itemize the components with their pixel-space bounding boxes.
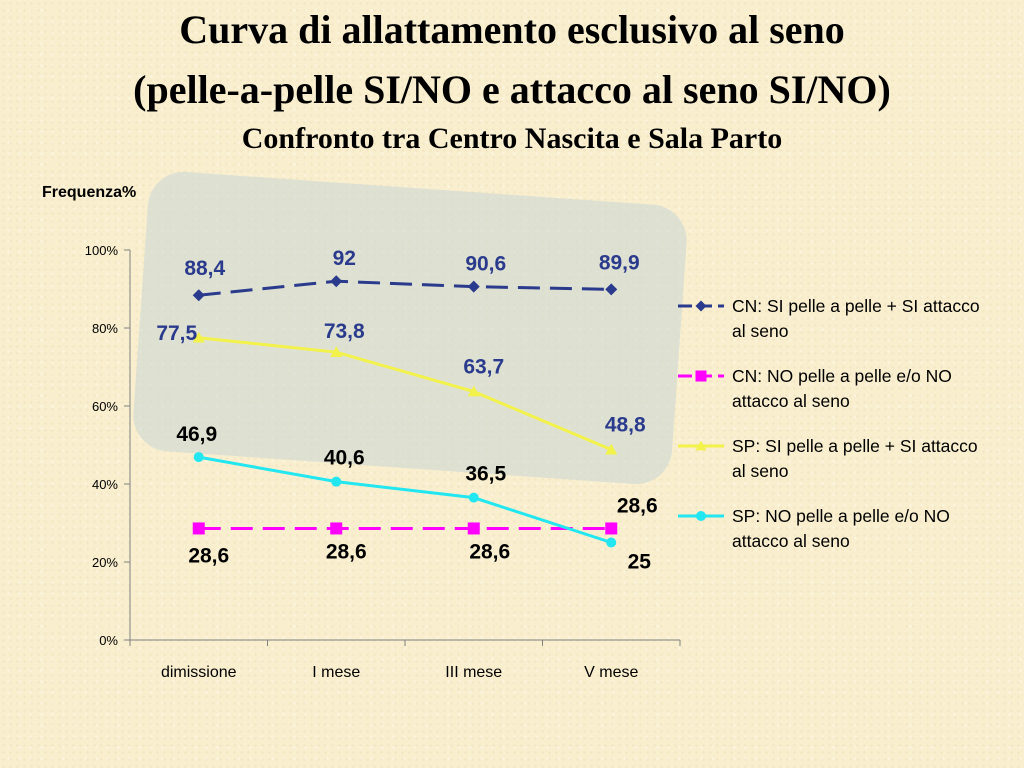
data-point bbox=[193, 452, 204, 463]
legend-item: SP: SI pelle a pelle + SI attacco al sen… bbox=[676, 434, 986, 484]
series-line-1 bbox=[198, 279, 612, 297]
data-label: 28,6 bbox=[326, 540, 367, 563]
data-point bbox=[192, 522, 205, 535]
legend-label: CN: SI pelle a pelle + SI attacco al sen… bbox=[732, 296, 980, 341]
x-tick-label: III mese bbox=[445, 664, 502, 681]
data-point bbox=[467, 522, 480, 535]
data-label: 46,9 bbox=[176, 423, 217, 446]
legend-label: SP: NO pelle a pelle e/o NO attacco al s… bbox=[732, 506, 950, 551]
y-axis-label: Frequenza% bbox=[42, 184, 137, 201]
y-tick-label: 60% bbox=[92, 399, 118, 414]
y-tick-label: 0% bbox=[99, 633, 118, 648]
data-point bbox=[330, 522, 343, 535]
chart-legend: CN: SI pelle a pelle + SI attacco al sen… bbox=[676, 294, 986, 574]
legend-label: CN: NO pelle a pelle e/o NO attacco al s… bbox=[732, 366, 952, 411]
data-label: 25 bbox=[628, 551, 652, 574]
data-label: 88,4 bbox=[184, 257, 225, 280]
legend-label: SP: SI pelle a pelle + SI attacco al sen… bbox=[732, 436, 978, 481]
highlight-panel bbox=[133, 171, 687, 485]
x-tick-label: V mese bbox=[584, 664, 638, 681]
legend-swatch bbox=[678, 370, 724, 382]
data-label: 92 bbox=[333, 247, 356, 270]
chart-title-line-2: (pelle-a-pelle SI/NO e attacco al seno S… bbox=[133, 67, 891, 112]
data-point bbox=[605, 443, 618, 455]
data-label: 28,6 bbox=[469, 540, 510, 563]
data-label: 28,6 bbox=[617, 494, 658, 517]
data-point bbox=[330, 275, 343, 288]
data-point bbox=[467, 280, 480, 293]
legend-swatch bbox=[678, 440, 724, 451]
data-point bbox=[192, 289, 205, 302]
x-tick-label: dimissione bbox=[161, 664, 237, 681]
chart-subtitle: Confronto tra Centro Nascita e Sala Part… bbox=[241, 122, 783, 155]
y-tick-label: 100% bbox=[85, 243, 119, 258]
data-label: 90,6 bbox=[465, 253, 506, 276]
legend-swatch bbox=[678, 511, 724, 521]
data-point bbox=[605, 522, 618, 535]
data-label: 48,8 bbox=[605, 414, 646, 437]
data-point bbox=[606, 537, 617, 548]
data-label: 36,5 bbox=[465, 463, 506, 486]
data-point bbox=[468, 492, 479, 503]
data-label: 63,7 bbox=[463, 356, 504, 379]
legend-item: CN: NO pelle a pelle e/o NO attacco al s… bbox=[676, 364, 986, 414]
series-line-4 bbox=[198, 455, 612, 544]
data-point bbox=[192, 331, 205, 343]
x-tick-label: I mese bbox=[312, 664, 360, 681]
y-tick-label: 80% bbox=[92, 321, 118, 336]
data-point bbox=[605, 283, 618, 296]
series-line-3 bbox=[198, 336, 612, 452]
data-label: 40,6 bbox=[324, 447, 365, 470]
chart-title-line-1: Curva di allattamento esclusivo al seno bbox=[179, 7, 845, 52]
data-point bbox=[331, 476, 342, 487]
data-label: 89,9 bbox=[599, 251, 640, 274]
y-tick-label: 40% bbox=[92, 477, 118, 492]
data-point bbox=[696, 511, 706, 521]
data-label: 73,8 bbox=[324, 320, 365, 343]
legend-item: CN: SI pelle a pelle + SI attacco al sen… bbox=[676, 294, 986, 344]
legend-item: SP: NO pelle a pelle e/o NO attacco al s… bbox=[676, 504, 986, 554]
legend-swatch bbox=[678, 300, 724, 312]
data-point bbox=[695, 440, 707, 451]
data-point bbox=[695, 370, 707, 382]
data-label: 28,6 bbox=[188, 544, 229, 567]
y-tick-label: 20% bbox=[92, 555, 118, 570]
data-point bbox=[695, 300, 707, 312]
data-point bbox=[467, 385, 480, 397]
data-point bbox=[330, 346, 343, 357]
data-label: 77,5 bbox=[156, 322, 197, 345]
